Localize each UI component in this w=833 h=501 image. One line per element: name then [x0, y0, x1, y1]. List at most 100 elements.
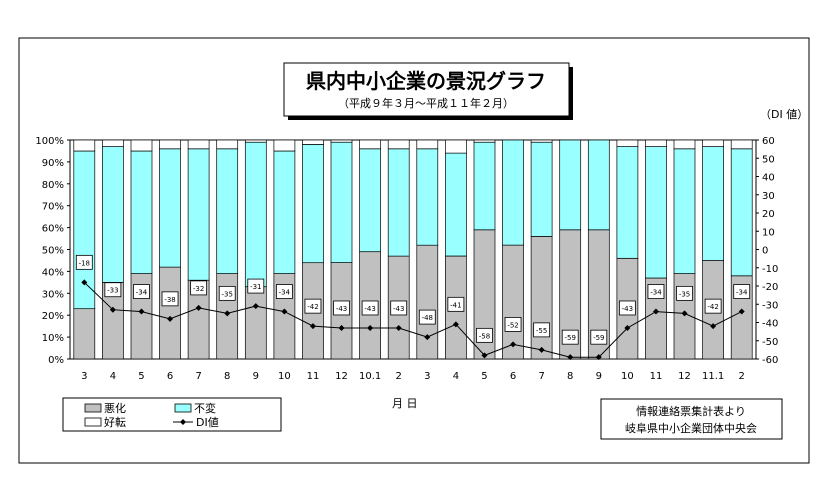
- bar-segment-same-4: [187, 148, 210, 281]
- bar-segment-better-10: [359, 139, 381, 150]
- di-point: [367, 324, 374, 331]
- chart-subtitle: （平成９年３月～平成１１年２月）: [338, 96, 514, 110]
- x-tick-label: 12: [335, 371, 348, 382]
- bar-segment-same-6: [244, 141, 267, 288]
- di-data-label: -34: [136, 289, 148, 297]
- di-point: [595, 354, 602, 361]
- bar-segment-worse-12: [416, 244, 439, 360]
- left-tick-label: 30%: [42, 289, 64, 300]
- di-point: [81, 279, 88, 286]
- bar-segment-better-23: [730, 139, 753, 150]
- legend-swatch-same: [174, 403, 192, 413]
- bar-segment-better-4: [187, 139, 210, 150]
- x-axis: 3 4 5 6 7 8 9 10 11 12 10.1 2 3 4 5 6 7 8 9 10 11 12 11.1 2: [81, 371, 745, 382]
- right-tick-label: -10: [762, 264, 778, 275]
- di-data-label: -34: [736, 289, 748, 297]
- x-tick-label: 10.1: [359, 371, 381, 382]
- bar-segment-worse-0: [73, 308, 96, 360]
- di-data-label: -59: [564, 334, 575, 342]
- di-label-box: [247, 278, 265, 294]
- di-data-label: -43: [336, 305, 347, 313]
- x-tick-label: 6: [167, 371, 173, 382]
- di-point: [167, 315, 174, 322]
- di-data-label: -42: [707, 303, 718, 311]
- x-tick-label: 4: [453, 371, 459, 382]
- di-label-box: [733, 284, 751, 299]
- left-tick-label: 10%: [42, 333, 64, 344]
- di-line-group: -18 -33 -34 -38 -32 -35 -31 -34 -42 -43 -43 -43 -48 -…: [75, 254, 751, 361]
- bar-segment-worse-3: [159, 266, 181, 360]
- di-point: [309, 323, 316, 330]
- bar-segment-worse-6: [244, 286, 267, 360]
- right-tick-label: 40: [762, 173, 775, 184]
- x-tick-label: 2: [396, 371, 402, 382]
- chart-title: 県内中小企業の景況グラフ: [306, 69, 546, 93]
- legend-swatch-worse: [84, 403, 102, 413]
- bar-segment-better-20: [645, 139, 667, 147]
- left-tick-label: 0%: [48, 355, 64, 366]
- di-point: [281, 308, 288, 315]
- bar-segment-better-22: [702, 139, 724, 147]
- right-tick-label: -40: [762, 319, 778, 330]
- bar-segment-same-18: [587, 139, 610, 231]
- bar-segment-better-8: [302, 139, 324, 145]
- bar-segment-better-16: [530, 139, 553, 143]
- di-data-label: -59: [593, 334, 604, 342]
- x-tick-label: 7: [195, 371, 201, 382]
- right-tick-label: -60: [762, 355, 778, 366]
- bar-segment-same-17: [559, 139, 582, 231]
- di-data-label: -43: [393, 305, 404, 313]
- di-data-label: -42: [307, 303, 318, 311]
- right-axis-label: （DI 値）: [760, 108, 808, 121]
- left-tick-label: 90%: [42, 158, 64, 169]
- left-axis: 0% 10% 20% 30% 40% 50% 60% 70% 80% 90% 100%: [35, 136, 70, 366]
- di-point: [738, 308, 745, 315]
- di-point: [481, 352, 488, 359]
- di-point: [395, 324, 402, 331]
- source-line-2: 岐阜県中小企業団体中央会: [625, 421, 757, 435]
- di-data-label: -43: [364, 305, 375, 313]
- bar-segment-better-7: [273, 139, 296, 152]
- x-tick-label: 11.1: [702, 371, 724, 382]
- di-label-box: [190, 280, 208, 296]
- di-data-label: -55: [536, 327, 547, 335]
- title-box: [283, 62, 570, 117]
- bar-segment-better-2: [130, 139, 153, 152]
- legend-label-worse: 悪化: [104, 401, 126, 415]
- x-tick-label: 3: [424, 371, 430, 382]
- x-tick-label: 8: [224, 371, 230, 382]
- di-label-box: [75, 254, 93, 270]
- di-label-box: [590, 329, 608, 345]
- bar-segment-same-16: [530, 141, 553, 237]
- right-tick-label: 60: [762, 136, 775, 147]
- x-tick-label: 10: [621, 371, 634, 382]
- right-tick-label: 30: [762, 191, 775, 202]
- right-axis: -60 -50 -40 -30 -20 -10 0 10 20 30 40 50 60: [756, 136, 778, 366]
- bar-segment-better-0: [73, 139, 96, 152]
- x-tick-label: 12: [678, 371, 691, 382]
- di-point: [252, 303, 259, 310]
- bar-segment-worse-16: [530, 236, 553, 360]
- di-data-label: -33: [107, 287, 118, 295]
- di-point: [624, 324, 631, 331]
- bar-segment-better-13: [445, 139, 467, 154]
- bar-segment-better-12: [416, 139, 439, 150]
- bar-segment-better-11: [387, 139, 410, 150]
- di-label-box: [333, 300, 350, 316]
- di-label-box: [218, 285, 236, 301]
- x-tick-label: 8: [567, 371, 573, 382]
- di-point: [710, 323, 717, 330]
- di-data-label: -58: [479, 332, 490, 340]
- di-label-box: [161, 291, 179, 307]
- left-tick-label: 40%: [42, 267, 64, 278]
- bar-segment-same-11: [387, 148, 410, 257]
- legend-label-same: 不変: [194, 401, 216, 415]
- bar-segment-same-13: [445, 152, 467, 257]
- x-tick-label: 2: [739, 371, 745, 382]
- bar-segment-better-5: [216, 139, 239, 150]
- di-point: [109, 306, 116, 313]
- di-data-label: -41: [450, 301, 461, 309]
- bar-segment-better-1: [102, 139, 124, 147]
